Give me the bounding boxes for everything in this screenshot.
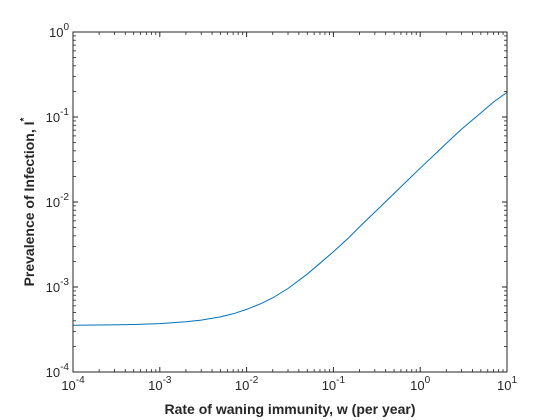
x-tick-label: 10-2 <box>235 375 259 393</box>
x-tick-label-exponent: -3 <box>163 375 172 386</box>
x-tick-label-base: 10 <box>410 378 424 393</box>
x-tick-label-base: 10 <box>148 378 162 393</box>
x-tick-label: 10-4 <box>61 375 85 393</box>
y-axis-label-main: Prevalence of Infection, I <box>21 121 37 286</box>
x-tick-label-exponent: -4 <box>76 375 85 386</box>
y-tick-label: 10-2 <box>46 192 70 210</box>
y-tick-label-base: 10 <box>46 195 60 210</box>
y-tick-label-base: 10 <box>46 280 60 295</box>
y-tick-label: 100 <box>49 22 69 40</box>
x-tick-label-exponent: -2 <box>249 375 258 386</box>
y-tick-label-base: 10 <box>46 365 60 380</box>
y-axis-label-superscript: * <box>19 117 30 121</box>
plot-area <box>73 32 507 372</box>
y-tick-label: 10-3 <box>46 277 70 295</box>
y-tick-label: 10-1 <box>46 107 70 125</box>
x-tick-label-base: 10 <box>497 378 511 393</box>
x-tick-labels: 10-4 10-3 10-2 10-1 100 101 <box>61 375 517 393</box>
x-tick-label-base: 10 <box>322 378 336 393</box>
x-tick-label-exponent: -1 <box>336 375 345 386</box>
plot-frame <box>72 31 508 373</box>
x-tick-label: 101 <box>497 375 517 393</box>
series-line <box>72 91 508 326</box>
y-tick-label-base: 10 <box>46 110 60 125</box>
y-axis-label: Prevalence of Infection, I* <box>19 117 37 286</box>
y-tick-label-base: 10 <box>49 25 63 40</box>
x-tick-label-base: 10 <box>235 378 249 393</box>
y-tick-label-exponent: -2 <box>60 192 69 203</box>
y-tick-label-exponent: -1 <box>60 107 69 118</box>
x-tick-label: 10-3 <box>148 375 172 393</box>
x-tick-label: 100 <box>410 375 430 393</box>
y-tick-label-exponent: -3 <box>60 277 69 288</box>
x-tick-label: 10-1 <box>322 375 346 393</box>
y-tick-label: 10-4 <box>46 362 70 380</box>
y-tick-label-exponent: -4 <box>60 362 69 373</box>
x-tick-label-base: 10 <box>61 378 75 393</box>
y-tick-label-exponent: 0 <box>63 22 69 33</box>
x-tick-label-exponent: 1 <box>511 375 517 386</box>
x-tick-label-exponent: 0 <box>425 375 431 386</box>
x-axis-label: Rate of waning immunity, w (per year) <box>164 401 415 417</box>
